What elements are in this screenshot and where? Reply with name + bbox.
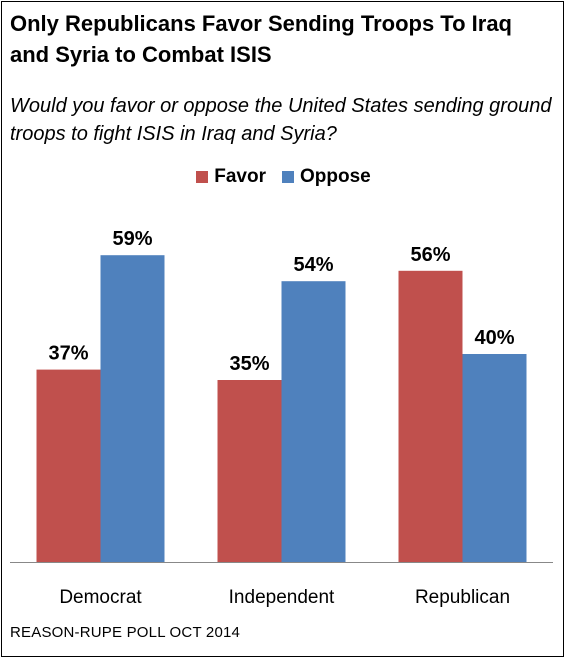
bar-oppose-democrat [100, 255, 165, 562]
data-label-oppose-democrat: 59% [112, 228, 152, 250]
chart-title: Only Republicans Favor Sending Troops To… [10, 11, 512, 67]
data-label-favor-democrat: 37% [48, 343, 88, 365]
legend-label-favor: Favor [214, 166, 266, 187]
category-label-republican: Republican [415, 587, 510, 608]
data-label-favor-independent: 35% [229, 353, 269, 375]
source-note: REASON-RUPE POLL OCT 2014 [10, 624, 241, 641]
chart-subtitle: Would you favor or oppose the United Sta… [10, 95, 552, 145]
bar-favor-independent [217, 380, 282, 562]
legend-swatch-oppose [282, 171, 294, 183]
bar-oppose-republican [462, 354, 527, 562]
category-label-independent: Independent [229, 587, 335, 608]
data-label-oppose-independent: 54% [293, 254, 333, 276]
legend-item-oppose: Oppose [282, 166, 371, 188]
legend-label-oppose: Oppose [300, 166, 371, 187]
data-label-favor-republican: 56% [410, 244, 450, 266]
legend-item-favor: Favor [196, 166, 266, 188]
data-label-oppose-republican: 40% [474, 327, 514, 349]
bar-favor-republican [398, 270, 463, 562]
bar-oppose-independent [281, 281, 346, 562]
legend: Favor Oppose [0, 165, 567, 189]
category-label-democrat: Democrat [59, 587, 142, 608]
bar-favor-democrat [36, 369, 101, 562]
legend-swatch-favor [196, 171, 209, 183]
